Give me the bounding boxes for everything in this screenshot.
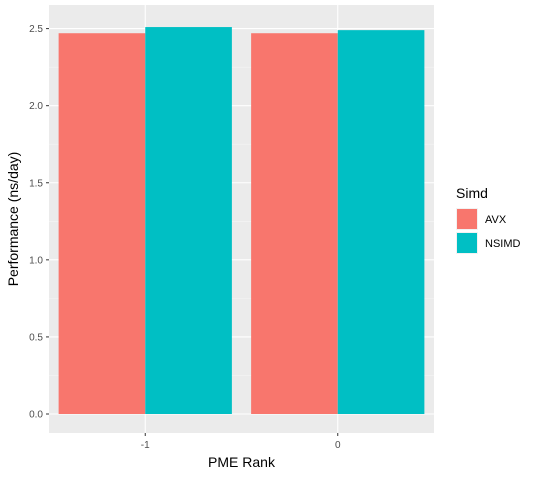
y-axis: 0.0 0.5 1.0 1.5 2.0 2.5 (29, 24, 49, 421)
bar-nsimd-0 (337, 30, 425, 414)
bar-avx-0 (251, 33, 338, 415)
legend: Simd AVX NSIMD (456, 185, 521, 254)
legend-swatch-avx (457, 209, 477, 229)
x-tick-label: 0 (335, 440, 341, 451)
y-axis-title: Performance (ns/day) (5, 152, 21, 287)
legend-title: Simd (456, 185, 488, 201)
bar-avx--1 (58, 33, 146, 415)
x-axis-title: PME Rank (208, 454, 276, 470)
y-tick-label: 2.5 (29, 24, 43, 35)
y-tick-label: 1.0 (29, 255, 43, 266)
legend-label-nsimd: NSIMD (485, 238, 521, 250)
bar-nsimd--1 (145, 27, 232, 414)
legend-swatch-nsimd (457, 233, 477, 253)
y-tick-label: 2.0 (29, 101, 43, 112)
y-tick-label: 0.0 (29, 410, 43, 421)
y-tick-label: 1.5 (29, 178, 43, 189)
x-tick-label: -1 (141, 440, 150, 451)
legend-label-avx: AVX (485, 214, 507, 226)
x-axis: -1 0 (141, 433, 341, 451)
bars (58, 27, 425, 415)
y-tick-label: 0.5 (29, 332, 43, 343)
